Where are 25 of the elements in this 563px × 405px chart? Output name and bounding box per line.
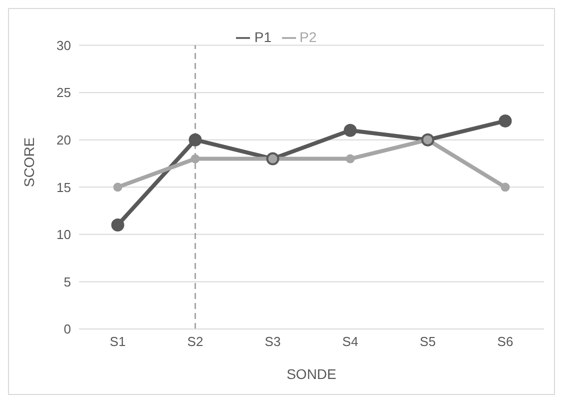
point <box>498 114 512 128</box>
point <box>111 218 124 232</box>
x-tick-label: S1 <box>110 334 126 350</box>
x-tick-label: S3 <box>264 334 281 350</box>
x-tick-label: S6 <box>497 334 514 350</box>
point <box>500 182 510 192</box>
y-tick-label: 30 <box>56 38 71 53</box>
y-tick-label: 5 <box>64 274 71 290</box>
point <box>113 182 122 192</box>
y-tick-label: 20 <box>56 132 71 148</box>
y-tick-label: 10 <box>56 227 71 242</box>
y-tick-label: 15 <box>56 180 71 195</box>
x-tick-label: S2 <box>187 334 204 350</box>
point <box>344 124 357 137</box>
point <box>190 154 200 164</box>
y-tick-label: 25 <box>56 85 71 100</box>
y-tick-label: 0 <box>64 322 71 337</box>
legend-label: P2 <box>300 29 317 45</box>
x-tick-label: S5 <box>420 334 436 350</box>
point <box>346 154 355 164</box>
x-axis-title: SONDE <box>286 366 336 382</box>
point <box>188 133 202 146</box>
legend-label: P1 <box>254 29 272 45</box>
y-axis-title: SCORE <box>20 137 37 188</box>
x-tick-label: S4 <box>342 334 358 350</box>
